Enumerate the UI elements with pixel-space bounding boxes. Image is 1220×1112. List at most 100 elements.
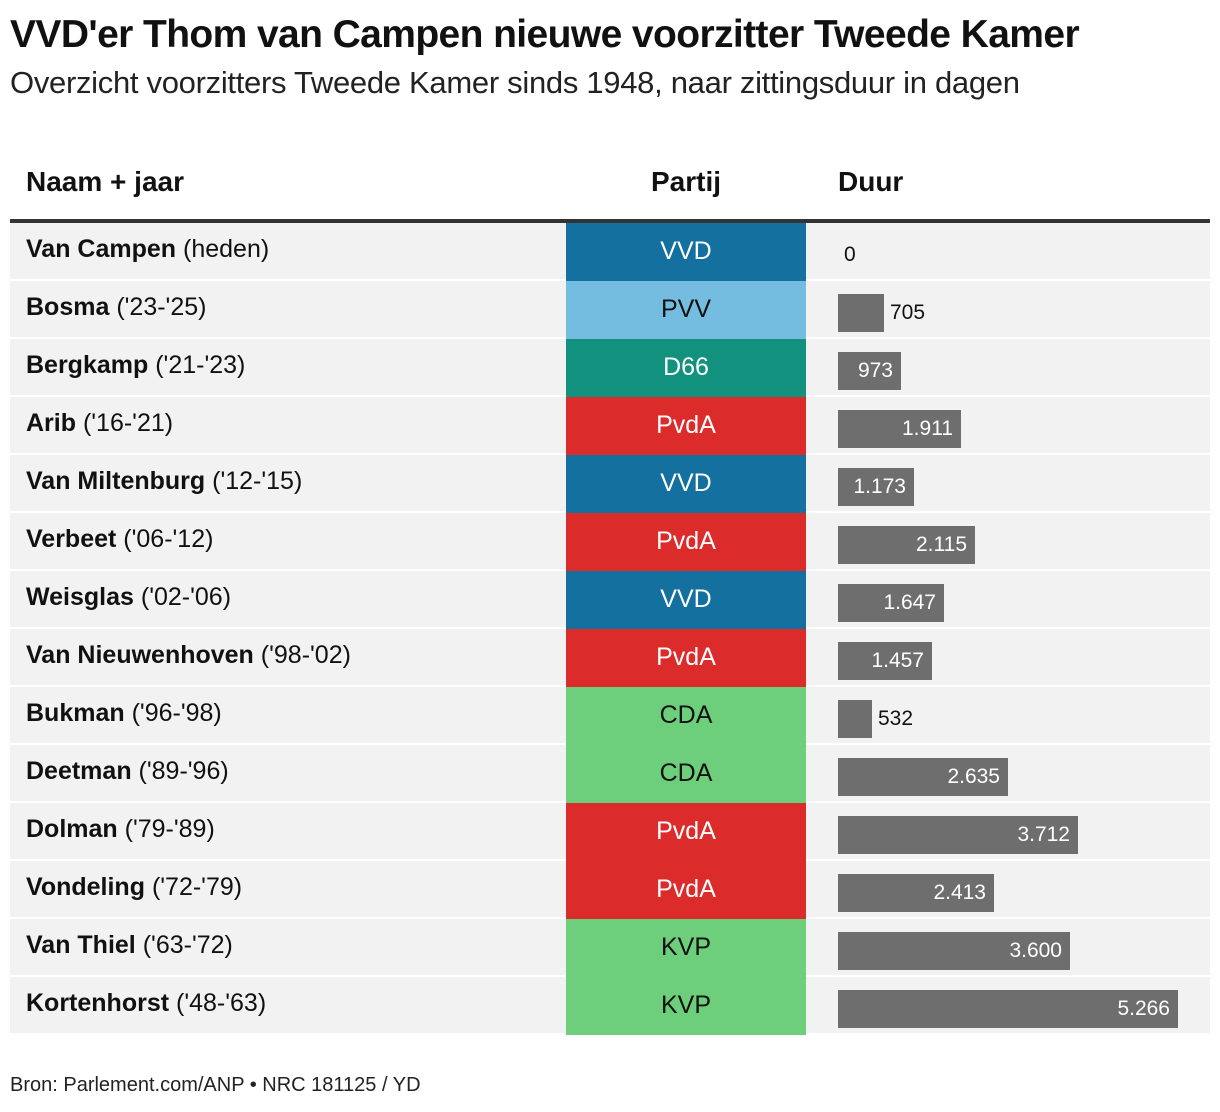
table-row: Deetman ('89-'96) CDA 2.635 — [10, 745, 1210, 803]
speaker-years: ('48-'63) — [176, 989, 267, 1017]
bar-value-label: 5.266 — [1117, 997, 1170, 1020]
bar-value-label: 2.115 — [916, 533, 967, 556]
bar-value-label: 532 — [878, 707, 914, 730]
table-row: Bukman ('96-'98) CDA 532 — [10, 687, 1210, 745]
speaker-years: ('96-'98) — [131, 699, 222, 727]
source-credit: Bron: Parlement.com/ANP • NRC 181125 / Y… — [10, 1074, 421, 1096]
speaker-years: ('12-'15) — [212, 467, 303, 495]
party-cell: VVD — [566, 455, 806, 513]
speaker-name: Van Nieuwenhoven — [26, 641, 254, 669]
column-header-name: Naam + jaar — [26, 166, 184, 197]
speaker-name: Arib — [26, 409, 76, 437]
party-cell: CDA — [566, 687, 806, 745]
table-row: Weisglas ('02-'06) VVD 1.647 — [10, 571, 1210, 629]
speaker-label: Deetman ('89-'96) — [26, 745, 229, 797]
bar-value-label: 1.647 — [883, 591, 936, 614]
party-cell: PvdA — [566, 397, 806, 455]
speaker-name: Vondeling — [26, 873, 145, 901]
speaker-years: ('02-'06) — [140, 583, 232, 611]
speaker-name: Van Campen — [26, 235, 177, 263]
speaker-label: Van Miltenburg ('12-'15) — [26, 455, 302, 507]
party-cell: VVD — [566, 223, 806, 281]
speaker-label: Kortenhorst ('48-'63) — [26, 977, 266, 1029]
table-row: Van Miltenburg ('12-'15) VVD 1.173 — [10, 455, 1210, 513]
duration-bar — [838, 874, 994, 912]
speaker-years: ('21-'23) — [155, 351, 246, 379]
speaker-years: (heden) — [183, 235, 270, 263]
duration-bar — [838, 642, 932, 680]
speaker-name: Dolman — [26, 815, 118, 843]
party-cell: PvdA — [566, 803, 806, 861]
duration-bar — [838, 990, 1178, 1028]
bar-value-label: 0 — [844, 243, 856, 266]
party-cell: PvdA — [566, 629, 806, 687]
header-rule — [10, 219, 1210, 223]
duration-bar — [838, 294, 884, 332]
speaker-label: Bosma ('23-'25) — [26, 281, 206, 333]
duration-bar — [838, 410, 961, 448]
party-cell: KVP — [566, 919, 806, 977]
speaker-name: Van Miltenburg — [26, 467, 206, 495]
bar-value-label: 2.635 — [947, 765, 1000, 788]
column-header-party: Partij — [650, 166, 722, 197]
duration-bar — [838, 816, 1078, 854]
speaker-name: Kortenhorst — [26, 989, 170, 1017]
speaker-name: Deetman — [26, 757, 132, 785]
duration-bar — [838, 758, 1008, 796]
bar-value-label: 2.413 — [933, 881, 986, 904]
table-row: Arib ('16-'21) PvdA 1.911 — [10, 397, 1210, 455]
table-row: Van Nieuwenhoven ('98-'02) PvdA 1.457 — [10, 629, 1210, 687]
speaker-label: Dolman ('79-'89) — [26, 803, 215, 855]
speaker-label: Weisglas ('02-'06) — [26, 571, 231, 623]
duration-bar — [838, 352, 901, 390]
bar-value-label: 3.712 — [1017, 823, 1070, 846]
speaker-years: ('23-'25) — [116, 293, 207, 321]
table-row: Van Thiel ('63-'72) KVP 3.600 — [10, 919, 1210, 977]
party-cell: PvdA — [566, 861, 806, 919]
duration-bar — [838, 526, 975, 564]
speaker-label: Vondeling ('72-'79) — [26, 861, 242, 913]
duration-bar — [838, 584, 944, 622]
column-header-duration: Duur — [838, 166, 904, 197]
table-row: Vondeling ('72-'79) PvdA 2.413 — [10, 861, 1210, 919]
duration-bar — [838, 468, 914, 506]
speaker-name: Bergkamp — [26, 351, 149, 379]
speaker-label: Van Campen (heden) — [26, 223, 269, 275]
speaker-years: ('89-'96) — [138, 757, 229, 785]
speaker-name: Verbeet — [26, 525, 117, 553]
speaker-label: Arib ('16-'21) — [26, 397, 173, 449]
bar-value-label: 705 — [890, 301, 926, 324]
bar-value-label: 1.173 — [853, 475, 906, 498]
bar-value-label: 973 — [857, 359, 893, 382]
speaker-label: Van Thiel ('63-'72) — [26, 919, 233, 971]
speaker-label: Bukman ('96-'98) — [26, 687, 222, 739]
table-row: Verbeet ('06-'12) PvdA 2.115 — [10, 513, 1210, 571]
table-row: Bergkamp ('21-'23) D66 973 — [10, 339, 1210, 397]
speaker-label: Van Nieuwenhoven ('98-'02) — [26, 629, 351, 681]
table-row: Dolman ('79-'89) PvdA 3.712 — [10, 803, 1210, 861]
speaker-years: ('79-'89) — [124, 815, 215, 843]
party-cell: D66 — [566, 339, 806, 397]
party-cell: PvdA — [566, 513, 806, 571]
bar-value-label: 1.911 — [902, 417, 953, 440]
bar-value-label: 3.600 — [1009, 939, 1062, 962]
duration-bar — [838, 700, 872, 738]
speaker-years: ('72-'79) — [151, 873, 243, 901]
table-row: Van Campen (heden) VVD 0 — [10, 223, 1210, 281]
party-cell: CDA — [566, 745, 806, 803]
speaker-name: Van Thiel — [26, 931, 136, 959]
bar-value-label: 1.457 — [871, 649, 924, 672]
speaker-years: ('16-'21) — [82, 409, 174, 437]
party-cell: PVV — [566, 281, 806, 339]
speaker-name: Bosma — [26, 293, 110, 321]
duration-bar — [838, 932, 1070, 970]
speaker-years: ('63-'72) — [142, 931, 233, 959]
chart-title: VVD'er Thom van Campen nieuwe voorzitter… — [10, 13, 1080, 56]
speaker-name: Weisglas — [26, 583, 134, 611]
chart-subtitle: Overzicht voorzitters Tweede Kamer sinds… — [10, 65, 1020, 100]
speaker-years: ('98-'02) — [260, 641, 351, 669]
speaker-name: Bukman — [26, 699, 125, 727]
speaker-label: Bergkamp ('21-'23) — [26, 339, 245, 391]
table-row: Bosma ('23-'25) PVV 705 — [10, 281, 1210, 339]
speaker-label: Verbeet ('06-'12) — [26, 513, 213, 565]
